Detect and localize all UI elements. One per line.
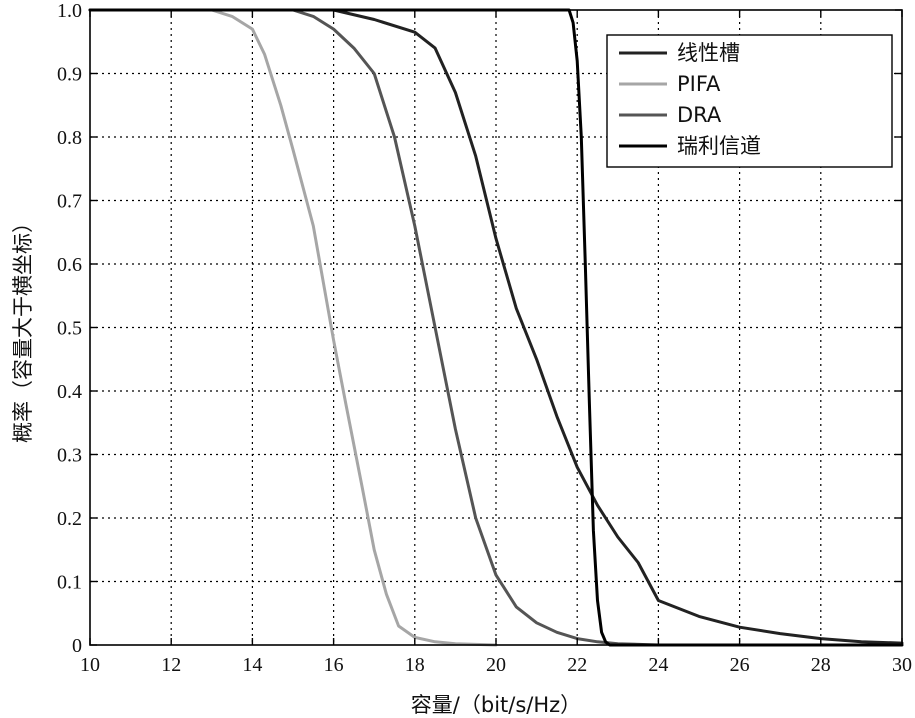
legend-label: PIFA: [677, 72, 721, 96]
y-tick-label: 0.5: [57, 318, 82, 340]
x-tick-label: 20: [486, 654, 506, 676]
x-axis-label: 容量/（bit/s/Hz）: [411, 693, 581, 717]
legend-label: 线性槽: [677, 41, 740, 65]
x-tick-label: 28: [811, 654, 831, 676]
x-tick-label: 22: [567, 654, 587, 676]
y-tick-labels: 0 0.1 0.2 0.3 0.4 0.5 0.6 0.7 0.8 0.9 1.0: [57, 0, 902, 657]
x-tick-label: 16: [324, 654, 344, 676]
y-tick-label: 0.3: [57, 445, 82, 467]
y-tick-label: 0.4: [57, 381, 82, 403]
x-tick-label: 26: [730, 654, 750, 676]
x-tick-label: 18: [405, 654, 425, 676]
series-line-0: [169, 8, 904, 645]
series-layer: [88, 8, 904, 647]
y-tick-label: 1.0: [57, 0, 82, 22]
y-tick-label: 0.7: [57, 191, 82, 213]
x-tick-labels: 10 12 14 16 18 20 22 24 26 28 30: [80, 10, 912, 676]
y-tick-label: 0.6: [57, 254, 82, 276]
x-tick-label: 14: [242, 654, 262, 676]
legend-label: DRA: [677, 103, 722, 127]
y-tick-label: 0.2: [57, 508, 82, 530]
grid: [90, 10, 902, 645]
legend-label: 瑞利信道: [677, 134, 761, 158]
y-tick-label: 0.8: [57, 127, 82, 149]
series-line-1: [88, 8, 498, 647]
x-tick-label: 10: [80, 654, 100, 676]
legend: 线性槽 PIFA DRA 瑞利信道: [606, 34, 893, 168]
series-line-2: [88, 8, 660, 647]
x-tick-label: 24: [648, 654, 668, 676]
y-tick-label: 0.9: [57, 64, 82, 86]
x-tick-label: 30: [892, 654, 912, 676]
series-line-3: [88, 8, 904, 647]
y-axis-label: 概率（容量大于横坐标）: [11, 212, 35, 443]
y-tick-label: 0: [72, 635, 82, 657]
x-tick-label: 12: [161, 654, 181, 676]
y-tick-label: 0.1: [57, 572, 82, 594]
